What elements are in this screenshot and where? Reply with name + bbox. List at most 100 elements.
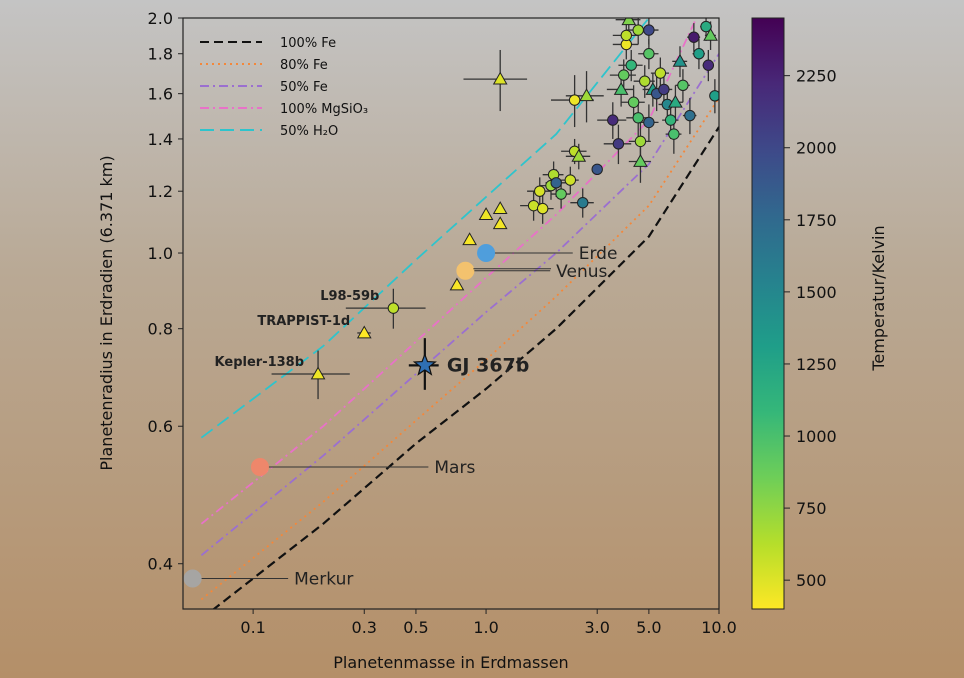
exoplanet-point — [672, 53, 688, 67]
colorbar-label: Temperatur/Kelvin — [869, 225, 888, 371]
annotations: L98-59b TRAPPIST-1d Kepler-138b Merkur Mars V… — [183, 244, 618, 589]
exoplanet-point — [700, 20, 712, 33]
exoplanet-point — [677, 79, 689, 91]
colorbar-tick-label: 1000 — [796, 427, 837, 446]
y-tick-label: 2.0 — [148, 9, 173, 28]
exoplanet-point — [693, 48, 705, 60]
exoplanet-point — [577, 197, 589, 209]
exoplanet-point — [643, 116, 655, 129]
colorbar-ticks: 500 750 1000 1250 1500 1750 2000 2250 — [784, 67, 837, 590]
curve-50-h-o — [200, 18, 650, 439]
solar-planet-merkur — [183, 569, 202, 588]
planet-points — [271, 18, 719, 400]
colorbar-tick-label: 2000 — [796, 139, 837, 158]
exoplanet-point — [709, 90, 719, 102]
solar-planet-mars — [250, 458, 269, 477]
legend-label: 50% H₂O — [280, 124, 338, 139]
curve-80-fe — [200, 97, 719, 601]
exoplanet-point — [703, 27, 718, 41]
exoplanet-point — [579, 88, 594, 102]
planet-label-mars: Mars — [434, 458, 475, 478]
exoplanet-point — [449, 277, 465, 291]
x-tick-label: 1.0 — [473, 618, 498, 637]
colorbar-tick-label: 2250 — [796, 67, 837, 86]
exoplanet-point — [492, 71, 508, 85]
exoplanet-point — [462, 232, 477, 246]
exoplanet-point — [632, 112, 644, 124]
named-exoplanet-point — [387, 302, 400, 314]
exoplanet-point — [550, 177, 562, 189]
planet-label-kepler-138b: Kepler-138b — [215, 355, 305, 370]
y-axis-label: Planetenradius in Erdradien (6.371 km) — [97, 155, 116, 470]
y-tick-label: 0.8 — [148, 320, 173, 339]
exoplanet-point — [492, 216, 508, 230]
legend-label: 50% Fe — [280, 80, 328, 95]
solar-planet-erde — [477, 244, 496, 263]
named-exoplanet-point — [356, 325, 372, 339]
planet-label-merkur: Merkur — [294, 569, 353, 589]
solar-planet-venus — [456, 261, 475, 280]
exoplanet-point — [668, 128, 680, 140]
exoplanet-point — [664, 114, 677, 126]
x-tick-label: 10.0 — [701, 618, 737, 637]
y-axis-ticks: 0.4 0.6 0.8 1.0 1.2 1.4 1.6 1.8 2.0 — [148, 9, 183, 574]
y-tick-label: 1.2 — [148, 182, 173, 201]
exoplanet-point — [658, 83, 670, 96]
exoplanet-point — [632, 24, 644, 36]
planet-label-venus: Venus — [556, 262, 607, 282]
exoplanet-point — [478, 207, 494, 220]
exoplanet-point — [571, 148, 587, 162]
exoplanet-point — [633, 153, 648, 167]
curve-50-fe — [200, 53, 719, 556]
y-tick-label: 0.4 — [148, 555, 173, 574]
highlight-label: GJ 367b — [447, 354, 530, 376]
x-tick-label: 0.5 — [403, 618, 428, 637]
exoplanet-point — [643, 24, 655, 36]
planet-label-erde: Erde — [579, 244, 618, 264]
x-axis-label: Planetenmasse in Erdmassen — [333, 653, 568, 672]
exoplanet-point — [684, 109, 696, 122]
y-tick-label: 1.8 — [148, 45, 173, 64]
exoplanet-point — [618, 69, 630, 81]
exoplanet-point — [668, 94, 683, 108]
plot-frame — [182, 17, 720, 610]
exoplanet-point — [612, 138, 625, 150]
planet-label-l98-59b: L98-59b — [320, 289, 379, 304]
exoplanet-point — [654, 67, 667, 79]
colorbar-tick-label: 1500 — [796, 283, 837, 302]
colorbar-tick-label: 750 — [796, 499, 827, 518]
legend-label: 100% MgSiO₃ — [280, 102, 368, 117]
x-tick-label: 5.0 — [636, 618, 661, 637]
legend-label: 80% Fe — [280, 58, 328, 73]
y-tick-label: 0.6 — [148, 417, 173, 436]
colorbar-tick-label: 500 — [796, 571, 827, 590]
exoplanet-point — [492, 201, 508, 214]
exoplanet-point — [555, 188, 567, 200]
exoplanet-point — [621, 18, 637, 26]
curve-100-fe — [212, 126, 719, 609]
exoplanet-point — [568, 94, 581, 106]
exoplanet-point — [534, 185, 546, 197]
colorbar-tick-label: 1750 — [796, 211, 837, 230]
y-tick-label: 1.0 — [148, 244, 173, 263]
planet-label-trappist-1d: TRAPPIST-1d — [257, 314, 350, 329]
y-tick-label: 1.4 — [148, 130, 173, 149]
legend-label: 100% Fe — [280, 36, 336, 51]
x-axis-ticks: 0.1 0.3 0.5 1.0 3.0 5.0 10.0 — [240, 609, 737, 637]
named-exoplanet-point — [310, 366, 326, 380]
x-tick-label: 0.3 — [352, 618, 377, 637]
legend: 100% Fe 80% Fe 50% Fe 100% MgSiO₃ 50% H₂O — [200, 36, 368, 139]
exoplanet-point — [634, 135, 647, 148]
colorbar — [751, 17, 785, 610]
exoplanet-point — [620, 29, 633, 42]
exoplanet-point — [627, 96, 640, 108]
y-tick-label: 1.6 — [148, 85, 173, 104]
exoplanet-point — [688, 31, 700, 43]
exoplanet-point — [591, 163, 603, 176]
x-tick-label: 0.1 — [240, 618, 265, 637]
exoplanet-point — [613, 81, 629, 95]
x-tick-label: 3.0 — [584, 618, 609, 637]
colorbar-tick-label: 1250 — [796, 355, 837, 374]
exoplanet-point — [639, 75, 651, 87]
exoplanet-point — [536, 202, 549, 215]
